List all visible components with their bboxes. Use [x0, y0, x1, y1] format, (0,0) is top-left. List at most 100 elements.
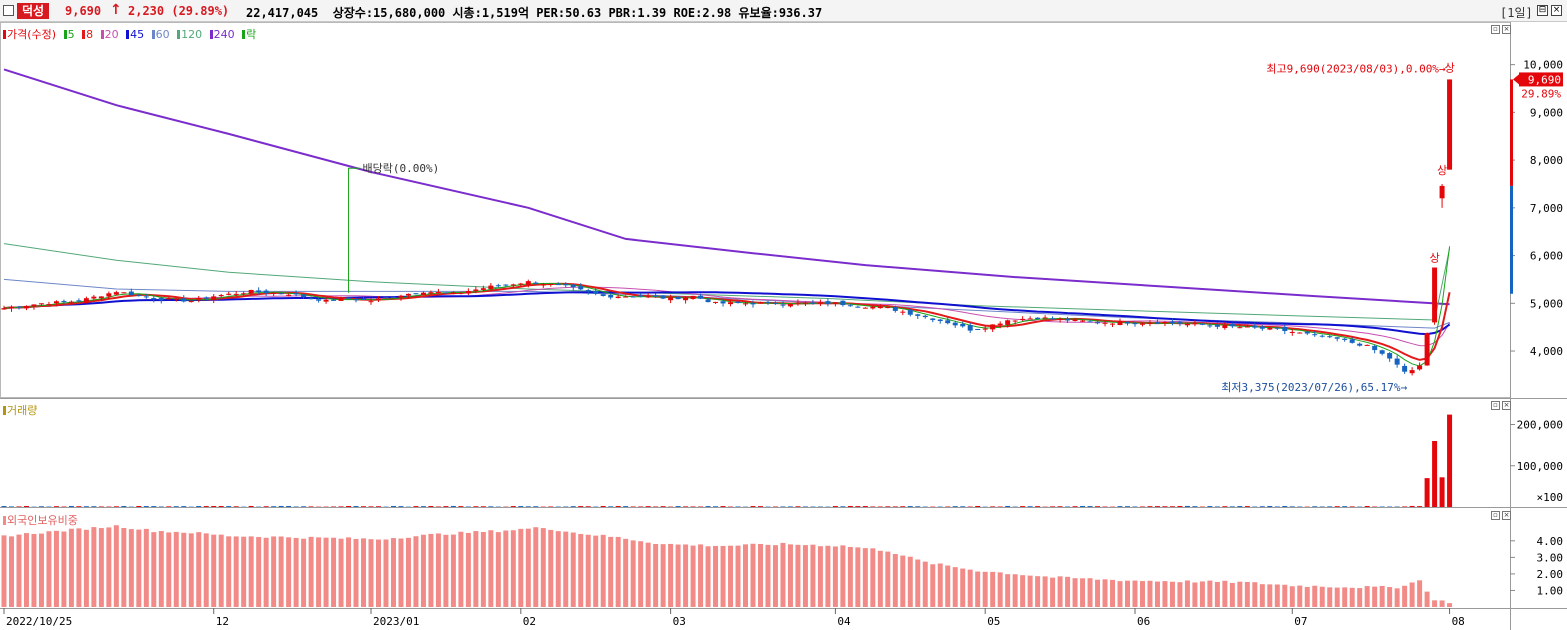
candle[interactable]: [832, 302, 838, 304]
candle[interactable]: [735, 301, 741, 304]
candle[interactable]: [922, 315, 928, 318]
pane-maximize-button[interactable]: ▫: [1491, 25, 1500, 34]
candle[interactable]: [1267, 327, 1273, 330]
candle[interactable]: [1289, 331, 1295, 333]
candle[interactable]: [1214, 324, 1220, 327]
candle[interactable]: [1117, 321, 1123, 326]
candle[interactable]: [772, 302, 778, 304]
candle[interactable]: [608, 295, 614, 298]
candle[interactable]: [211, 296, 217, 300]
candle[interactable]: [158, 297, 164, 301]
candle[interactable]: [1057, 318, 1063, 320]
candle[interactable]: [53, 301, 59, 304]
candle[interactable]: [301, 294, 307, 298]
volume-bar[interactable]: [1447, 414, 1453, 507]
candle[interactable]: [1349, 339, 1355, 343]
candle[interactable]: [1012, 320, 1018, 322]
candle[interactable]: [593, 290, 599, 294]
candle[interactable]: [1447, 79, 1453, 170]
candle[interactable]: [1087, 321, 1093, 323]
candle[interactable]: [353, 299, 359, 301]
candle[interactable]: [1027, 318, 1033, 320]
candle[interactable]: [435, 292, 441, 294]
candle[interactable]: [1080, 320, 1086, 322]
candle[interactable]: [293, 293, 299, 295]
candle[interactable]: [91, 296, 97, 299]
candle[interactable]: [945, 320, 951, 324]
candle[interactable]: [1154, 321, 1160, 324]
period-selector[interactable]: [1일]: [1500, 6, 1533, 20]
candle[interactable]: [555, 284, 561, 286]
volume-bar[interactable]: [1439, 477, 1445, 507]
candle[interactable]: [1372, 345, 1378, 351]
candle[interactable]: [383, 297, 389, 299]
candle[interactable]: [997, 323, 1003, 326]
candle[interactable]: [1334, 337, 1340, 339]
candle[interactable]: [316, 299, 322, 301]
candle[interactable]: [585, 290, 591, 292]
candle[interactable]: [1065, 318, 1071, 321]
candle[interactable]: [503, 284, 509, 286]
candle[interactable]: [443, 292, 449, 294]
candle[interactable]: [1387, 353, 1393, 359]
candle[interactable]: [46, 304, 52, 306]
candle[interactable]: [548, 283, 554, 285]
candle[interactable]: [263, 290, 269, 294]
candle[interactable]: [23, 305, 29, 309]
candle[interactable]: [413, 293, 419, 295]
candle[interactable]: [967, 325, 973, 331]
candle[interactable]: [151, 298, 157, 300]
candle[interactable]: [930, 318, 936, 321]
candle[interactable]: [286, 294, 292, 296]
candle[interactable]: [331, 299, 337, 301]
candle[interactable]: [1319, 335, 1325, 337]
candle[interactable]: [1327, 336, 1333, 338]
candle[interactable]: [248, 289, 254, 294]
candle[interactable]: [937, 319, 943, 322]
candle[interactable]: [83, 298, 89, 303]
candle[interactable]: [877, 306, 883, 309]
candle[interactable]: [1139, 323, 1145, 325]
candle[interactable]: [1050, 318, 1056, 320]
candle[interactable]: [810, 302, 816, 304]
candle[interactable]: [398, 295, 404, 298]
candle[interactable]: [361, 298, 367, 300]
pane-close-button[interactable]: ×: [1502, 25, 1511, 34]
candle[interactable]: [16, 306, 22, 308]
candle[interactable]: [990, 324, 996, 330]
candle[interactable]: [743, 303, 749, 305]
candle[interactable]: [31, 304, 37, 307]
candle[interactable]: [690, 295, 696, 299]
candle[interactable]: [188, 301, 194, 303]
candle[interactable]: [390, 296, 396, 298]
candle[interactable]: [1020, 318, 1026, 320]
candle[interactable]: [181, 298, 187, 302]
candle[interactable]: [68, 301, 74, 303]
candle[interactable]: [1274, 327, 1280, 329]
candle[interactable]: [960, 324, 966, 327]
candle[interactable]: [1379, 350, 1385, 354]
candle[interactable]: [1042, 317, 1048, 319]
candle[interactable]: [885, 307, 891, 309]
candle[interactable]: [136, 295, 142, 297]
restore-button[interactable]: ⊟: [1537, 5, 1548, 16]
candle[interactable]: [458, 292, 464, 294]
pane-maximize-button[interactable]: ▫: [1491, 511, 1500, 520]
candle[interactable]: [1199, 323, 1205, 325]
candle[interactable]: [8, 306, 14, 309]
candle[interactable]: [1035, 317, 1041, 320]
candle[interactable]: [660, 295, 666, 299]
candle[interactable]: [802, 302, 808, 304]
candle[interactable]: [1132, 323, 1138, 325]
close-button[interactable]: ×: [1551, 5, 1562, 16]
candle[interactable]: [113, 292, 119, 295]
candle[interactable]: [1439, 185, 1445, 199]
candle[interactable]: [473, 289, 479, 292]
candle[interactable]: [226, 293, 232, 295]
candle[interactable]: [952, 322, 958, 326]
candle[interactable]: [1147, 322, 1153, 324]
candle[interactable]: [218, 295, 224, 297]
candle[interactable]: [825, 301, 831, 305]
candle[interactable]: [1222, 325, 1228, 329]
